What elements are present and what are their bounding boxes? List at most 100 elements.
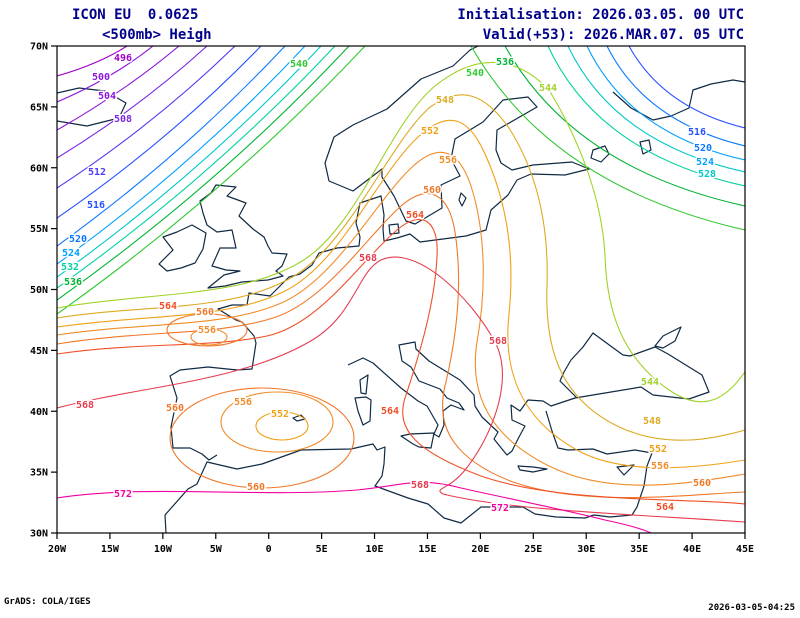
- contour-label: 544: [539, 83, 557, 94]
- contour-line-524: [586, 46, 745, 161]
- contour-label: 552: [649, 444, 667, 455]
- x-axis-label: 45E: [736, 544, 754, 555]
- contour-line-520: [606, 46, 745, 147]
- contour-line-516: [57, 46, 262, 219]
- contour-label: 540: [290, 59, 308, 70]
- x-axis-label: 5W: [210, 544, 223, 555]
- contour-label: 572: [491, 503, 509, 514]
- coastline: [169, 46, 590, 461]
- contour-label: 560: [247, 482, 265, 493]
- y-axis-label: 70N: [30, 42, 48, 53]
- contour-label: 524: [62, 248, 80, 259]
- contour-label: 536: [496, 57, 514, 68]
- contour-line-516: [628, 46, 745, 129]
- contour-label: 564: [656, 502, 674, 513]
- contour-label: 572: [114, 489, 132, 500]
- coastline: [57, 87, 127, 127]
- contour-label: 516: [688, 127, 706, 138]
- contour-line-528: [57, 46, 322, 278]
- x-axis-label: 10W: [154, 544, 173, 555]
- coastline: [388, 223, 400, 235]
- coastline: [164, 410, 653, 533]
- coastline: [354, 396, 372, 426]
- contour-label: 564: [406, 210, 424, 221]
- contour-label: 552: [271, 409, 289, 420]
- contour-label: 536: [64, 277, 82, 288]
- y-axis-label: 65N: [30, 102, 48, 113]
- contour-label: 508: [114, 114, 132, 125]
- grads-credit: GrADS: COLA/IGES: [4, 597, 91, 607]
- contour-line-552: [57, 119, 745, 469]
- contour-line-540: [57, 46, 366, 315]
- coastline: [517, 465, 548, 473]
- x-axis-label: 20W: [48, 544, 67, 555]
- contour-line-520: [57, 46, 286, 247]
- coastline: [590, 145, 610, 163]
- map-frame: [56, 45, 746, 534]
- contour-line-496: [57, 46, 128, 77]
- map-group: 496 500 504 508 512 516 520 524 532 536 540 536 540 5…: [30, 42, 754, 556]
- y-axis-label: 60N: [30, 163, 48, 174]
- coastline: [458, 192, 467, 207]
- contour-label: 496: [114, 53, 132, 64]
- init-time: Initialisation: 2026.03.05. 00 UTC: [457, 7, 744, 23]
- map-clipped: 496 500 504 508 512 516 520 524 532 536 540 536 540 5…: [57, 46, 745, 533]
- x-axis-label: 25E: [524, 544, 542, 555]
- contour-label: 560: [693, 478, 711, 489]
- creation-timestamp: 2026-03-05-04:25: [708, 603, 795, 613]
- valid-time: Valid(+53): 2026.MAR.07. 05 UTC: [482, 27, 744, 43]
- contour-label: 568: [76, 400, 94, 411]
- contour-line-524: [57, 46, 306, 265]
- y-axis-label: 55N: [30, 224, 48, 235]
- coastline: [639, 139, 652, 155]
- x-axis-label: 30E: [577, 544, 595, 555]
- contour-label: 556: [439, 155, 457, 166]
- contour-line-560: [169, 387, 355, 489]
- contour-label: 516: [87, 200, 105, 211]
- contour-label: 568: [359, 253, 377, 264]
- contour-label: 564: [159, 301, 177, 312]
- contour-line-540: [470, 46, 745, 231]
- x-axis-label: 15W: [101, 544, 120, 555]
- contour-label: 528: [698, 169, 716, 180]
- contour-line-560: [57, 193, 745, 499]
- model-title: ICON EU 0.0625: [72, 7, 199, 23]
- x-axis-label: 20E: [471, 544, 489, 555]
- contour-line-528: [567, 46, 745, 173]
- x-axis-label: 35E: [630, 544, 648, 555]
- contour-label: 512: [88, 167, 106, 178]
- contour-line-504: [57, 46, 180, 131]
- contour-line-512: [57, 46, 236, 189]
- contour-label: 556: [234, 397, 252, 408]
- contour-line-548: [57, 94, 745, 441]
- contour-label-group: 496 500 504 508 512 516 520 524 532 536 540 536 540 5…: [59, 52, 717, 516]
- contour-line-564: [57, 218, 745, 505]
- field-title: <500mb> Heigh: [102, 27, 212, 43]
- x-axis-label: 15E: [418, 544, 436, 555]
- y-axis-label: 45N: [30, 346, 48, 357]
- contour-label: 504: [98, 91, 116, 102]
- x-axis-label: 10E: [366, 544, 384, 555]
- contour-label: 560: [423, 185, 441, 196]
- coastline-group: [57, 46, 745, 533]
- contour-label: 544: [641, 377, 659, 388]
- contour-line-500: [57, 46, 154, 103]
- contour-line-544: [57, 61, 745, 403]
- x-axis-label: 0: [266, 544, 272, 555]
- contour-label: 532: [61, 262, 79, 273]
- contour-label: 524: [696, 157, 714, 168]
- coastline: [654, 326, 682, 349]
- coastline: [158, 224, 207, 272]
- contour-label: 540: [466, 68, 484, 79]
- contour-line-532: [57, 46, 336, 289]
- contour-label: 556: [651, 461, 669, 472]
- contour-label: 568: [489, 336, 507, 347]
- contour-label: 552: [421, 126, 439, 137]
- contour-line-536: [57, 46, 350, 301]
- contour-line-568: [57, 256, 745, 523]
- contour-line-532: [547, 46, 745, 187]
- contour-label: 564: [381, 406, 399, 417]
